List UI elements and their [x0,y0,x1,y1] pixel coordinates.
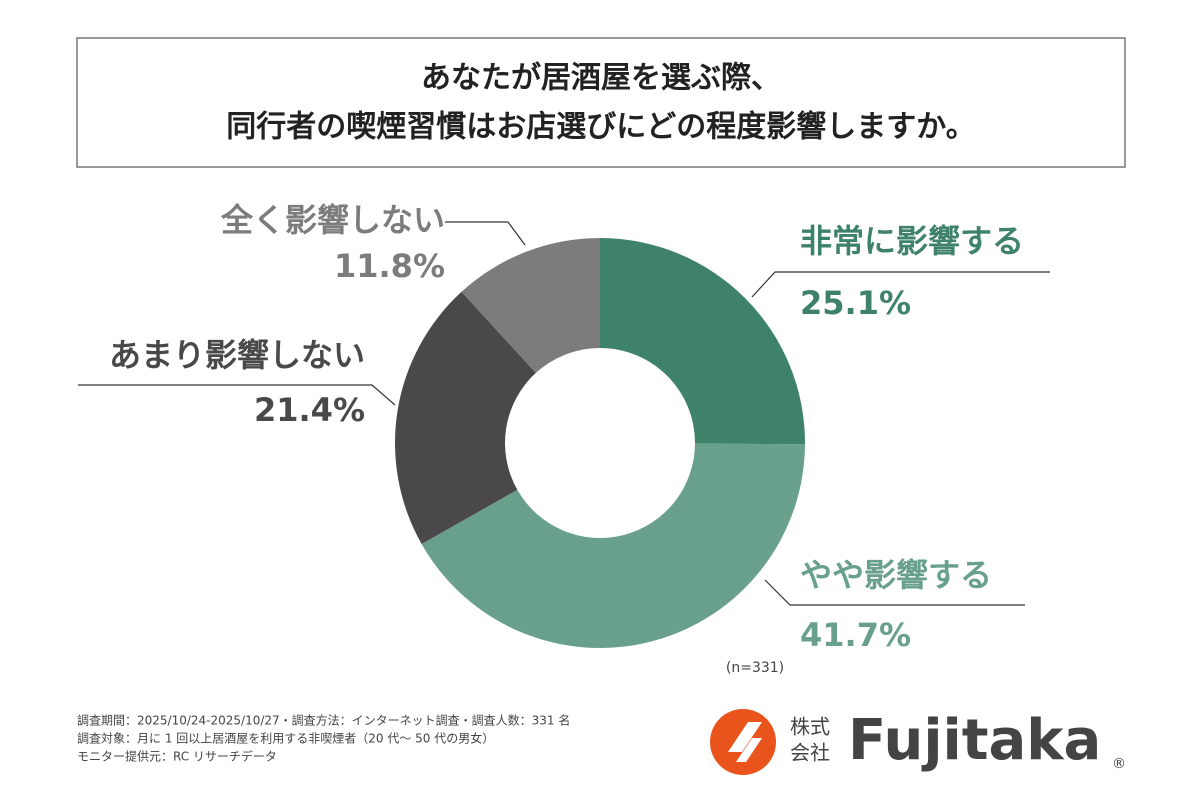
slice-label: あまり影響しない [109,336,365,374]
logo-small-text: 株式 [790,715,830,739]
slice-label: やや影響する [800,556,992,594]
footnote: モニター提供元：RC リサーチデータ [77,749,277,764]
slice [421,443,805,649]
leader-line [764,579,1025,606]
value-label: 21.4% [254,391,365,429]
brand-name: Fujitaka [848,708,1101,773]
leader-line [78,384,396,406]
registered-mark: ® [1112,756,1126,772]
title-line: 同行者の喫煙習慣はお店選びにどの程度影響しますか。 [226,110,975,145]
footnote: 調査期間：2025/10/24-2025/10/27・調査方法：インターネット調… [77,713,570,728]
logo: 株式 会社 Fujitaka ® [710,708,1126,775]
value-label: 25.1% [800,284,911,322]
value-label: 41.7% [800,616,911,654]
title-line: あなたが居酒屋を選ぶ際、 [421,61,781,96]
slice [461,238,600,373]
leader-line [445,221,526,246]
slice [395,291,536,545]
slice-label: 全く影響しない [220,201,445,239]
logo-glyph [728,722,762,762]
footnote: 調査対象：月に 1 回以上居酒屋を利用する非喫煙者（20 代〜 50 代の男女） [77,731,494,746]
slice-label: 非常に影響する [800,222,1024,260]
value-label: 11.8% [334,247,445,285]
sample-note: (n=331) [726,660,784,676]
logo-small-text: 会社 [790,741,830,765]
slice [600,238,805,445]
title-box [76,37,1126,168]
leader-line [751,271,1050,298]
